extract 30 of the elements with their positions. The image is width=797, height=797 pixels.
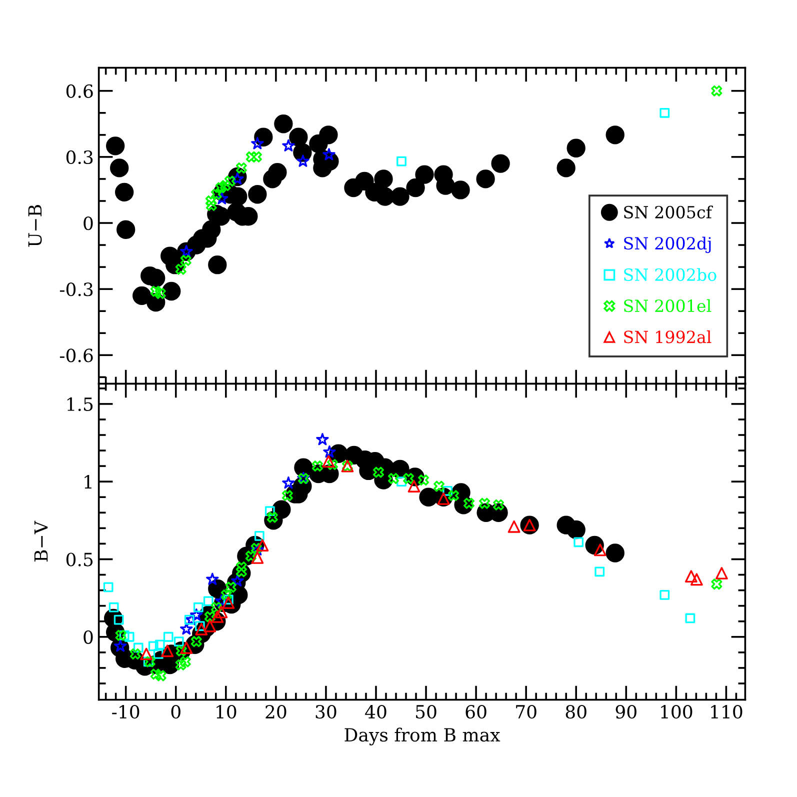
legend-label: SN 2002dj (624, 236, 711, 254)
x-tick-label: 100 (661, 704, 692, 719)
y-axis-title: B−V (34, 520, 48, 562)
y-tick-label: -0.6 (60, 348, 93, 362)
x-tick-label: 40 (365, 704, 386, 719)
x-tick-label: 50 (416, 704, 436, 719)
y-tick-label: 0 (84, 216, 93, 230)
y-tick-label: 1.5 (67, 397, 93, 412)
x-tick-label: 70 (516, 704, 536, 719)
y-tick-label: 0.3 (66, 150, 93, 164)
x-tick-label: 10 (216, 704, 236, 719)
y-axis-title: U−B (28, 205, 42, 247)
x-tick-label: 0 (171, 704, 180, 719)
x-tick-label: 110 (711, 704, 742, 719)
legend-label: SN 2005cf (624, 206, 713, 218)
x-tick-label: -10 (112, 704, 140, 719)
x-tick-label: 30 (316, 704, 336, 719)
x-tick-label: 90 (616, 704, 636, 719)
legend-label: SN 1992al (624, 330, 712, 344)
y-tick-label: 0.6 (66, 84, 93, 98)
y-tick-label: 0.5 (66, 552, 93, 566)
x-tick-label: 60 (466, 704, 486, 719)
legend-label: SN 2002bo (624, 268, 716, 281)
x-tick-label: 80 (566, 704, 586, 719)
x-tick-label: 20 (266, 704, 286, 719)
y-tick-label: 0 (84, 630, 93, 644)
y-tick-label: 1 (84, 475, 92, 488)
legend-label: SN 2001el (624, 299, 712, 312)
y-tick-label: -0.3 (60, 282, 93, 296)
x-axis-title: Days from B max (344, 728, 500, 746)
